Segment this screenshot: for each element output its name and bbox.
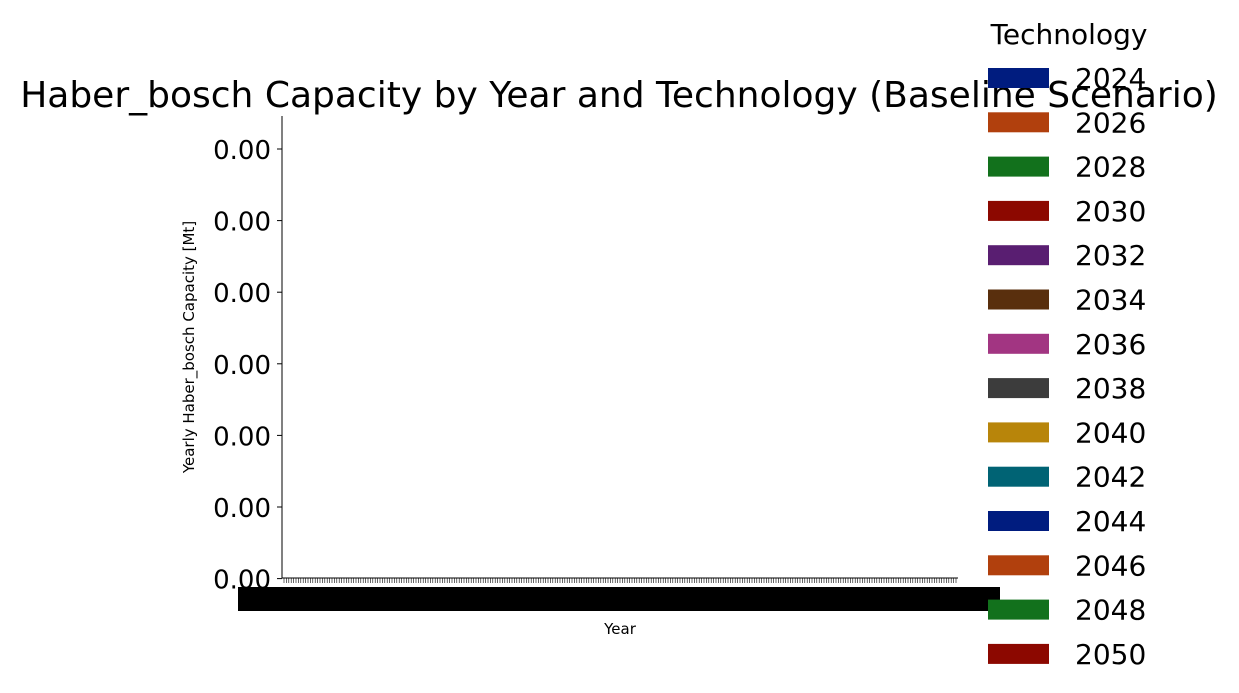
legend-swatch <box>988 643 1049 664</box>
legend-swatch <box>988 333 1049 354</box>
legend-label: 2030 <box>1075 195 1146 228</box>
x-ticks <box>283 578 957 583</box>
legend-label: 2034 <box>1075 284 1146 317</box>
legend-label: 2048 <box>1075 594 1146 627</box>
legend-swatch <box>988 112 1049 133</box>
y-axis-label: Yearly Haber_bosch Capacity [Mt] <box>180 221 199 474</box>
legend-label: 2026 <box>1075 106 1146 139</box>
legend-swatch <box>988 599 1049 620</box>
x-axis-label: Year <box>603 620 637 638</box>
legend-swatch <box>988 245 1049 266</box>
x-tick-labels-overlap <box>238 587 1000 611</box>
legend-swatch <box>988 555 1049 576</box>
legend-label: 2036 <box>1075 328 1146 361</box>
legend-label: 2024 <box>1075 62 1146 95</box>
legend-swatch <box>988 68 1049 88</box>
y-tick-label: 0.00 <box>213 279 271 309</box>
legend-label: 2042 <box>1075 461 1146 494</box>
legend-label: 2044 <box>1075 505 1146 538</box>
legend-swatch <box>988 466 1049 487</box>
legend-swatch <box>988 200 1049 221</box>
y-ticks: 0.000.000.000.000.000.000.00 <box>213 136 282 596</box>
legend-swatch <box>988 289 1049 310</box>
legend-label: 2028 <box>1075 151 1146 184</box>
legend-label: 2046 <box>1075 549 1146 582</box>
legend-label: 2050 <box>1075 638 1146 671</box>
legend-swatch <box>988 378 1049 399</box>
legend-label: 2040 <box>1075 416 1146 449</box>
legend: Technology 2024 2026 2028 2030 2032 2034 2036 2… <box>988 18 1147 671</box>
legend-label: 2032 <box>1075 239 1146 272</box>
y-tick-label: 0.00 <box>213 208 271 238</box>
legend-swatch <box>988 422 1049 443</box>
y-tick-label: 0.00 <box>213 351 271 381</box>
legend-label: 2038 <box>1075 372 1146 405</box>
legend-swatch <box>988 156 1049 177</box>
legend-swatch <box>988 511 1049 531</box>
y-tick-label: 0.00 <box>213 136 271 166</box>
y-tick-label: 0.00 <box>213 494 271 524</box>
legend-title: Technology <box>990 18 1148 51</box>
y-tick-label: 0.00 <box>213 422 271 452</box>
